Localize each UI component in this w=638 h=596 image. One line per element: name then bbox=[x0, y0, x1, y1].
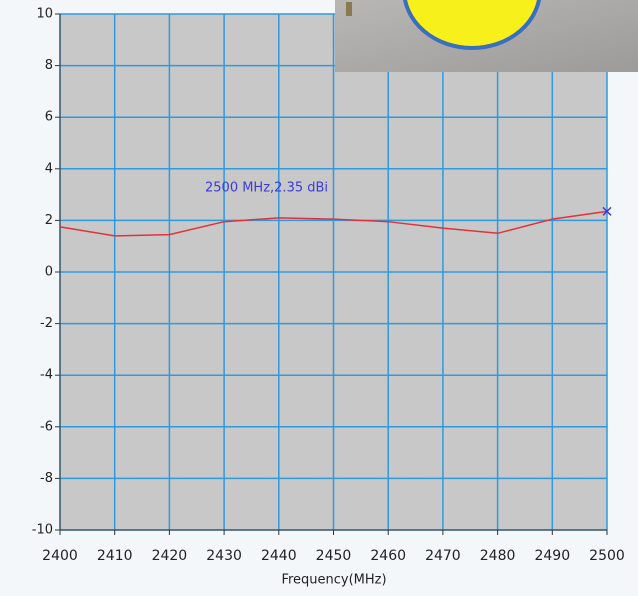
marker bbox=[602, 206, 612, 216]
y-tick-label: 2 bbox=[45, 213, 53, 228]
x-tick-label: 2430 bbox=[206, 548, 242, 564]
plot-area: -10 -8 -6 -4 -2 0 2 4 6 8 10 2400 2410 2420 2430 2440 24… bbox=[32, 7, 625, 565]
x-tick-label: 2420 bbox=[152, 548, 188, 564]
data-line bbox=[59, 210, 608, 237]
y-tick-label: 10 bbox=[36, 7, 53, 22]
x-tick-label: 2480 bbox=[480, 548, 516, 564]
x-tick-label: 2450 bbox=[316, 548, 352, 564]
y-tick-label: -2 bbox=[40, 316, 53, 331]
connector bbox=[346, 2, 352, 16]
y-tick-label: 6 bbox=[45, 110, 53, 125]
x-tick-label: 2440 bbox=[261, 548, 297, 564]
x-tick-label: 2410 bbox=[97, 548, 133, 564]
annotation: 2500 MHz,2.35 dBi bbox=[205, 181, 328, 196]
x-tick-label: 2490 bbox=[534, 548, 570, 564]
y-tick-label: 0 bbox=[45, 265, 53, 280]
yellow-disc bbox=[402, 0, 542, 50]
x-tick-label: 2460 bbox=[370, 548, 406, 564]
y-tick-label: -4 bbox=[40, 368, 53, 383]
photo-inset bbox=[335, 0, 638, 72]
y-tick-label: -8 bbox=[40, 471, 53, 486]
x-tick-label: 2400 bbox=[42, 548, 78, 564]
y-tick-label: 8 bbox=[45, 58, 53, 73]
y-tick-label: -10 bbox=[32, 523, 53, 538]
y-tick-label: 4 bbox=[45, 161, 53, 176]
y-tick-label: -6 bbox=[40, 419, 53, 434]
x-tick-label: 2470 bbox=[425, 548, 461, 564]
x-axis-label: Frequency(MHz) bbox=[281, 573, 386, 588]
x-tick-label: 2500 bbox=[589, 548, 625, 564]
